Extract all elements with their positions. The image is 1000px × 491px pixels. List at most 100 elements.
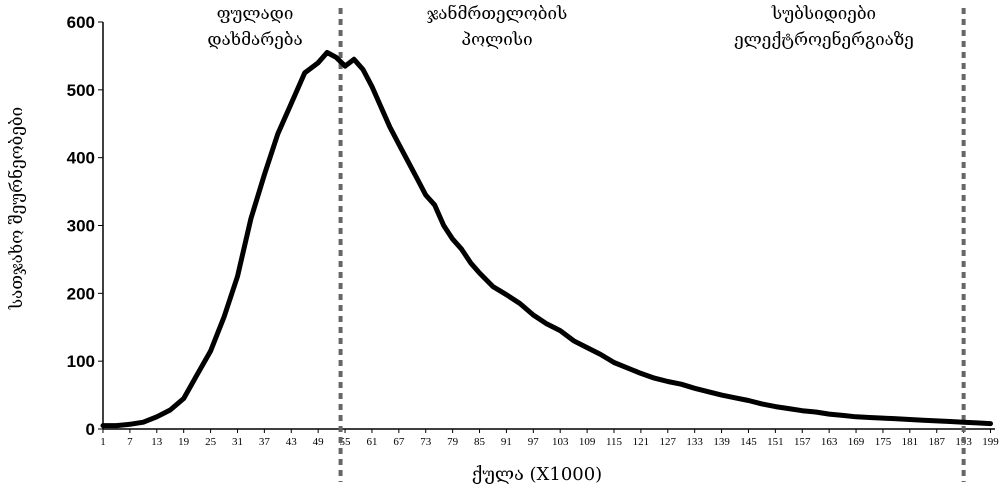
data-point: [127, 422, 132, 427]
data-point: [733, 395, 737, 400]
annotation-label: ჯანმრთელობის: [427, 4, 568, 24]
data-point: [141, 420, 146, 425]
x-tick-label: 61: [366, 436, 377, 448]
annotation-label: ფულადი: [217, 4, 294, 24]
data-point: [396, 142, 401, 147]
x-tick-label: 109: [579, 436, 596, 448]
x-tick-label: 49: [313, 436, 325, 448]
annotation-label: დახმარება: [207, 30, 302, 50]
data-point: [378, 104, 383, 109]
data-point: [352, 57, 356, 62]
x-tick-label: 175: [875, 436, 892, 448]
data-point: [880, 416, 885, 421]
data-point: [517, 301, 522, 306]
data-point: [154, 414, 159, 419]
data-point: [854, 414, 858, 419]
data-point: [759, 401, 764, 406]
data-point: [387, 125, 392, 130]
data-point: [432, 203, 437, 208]
y-axis: 0 100 200 300 400 500 600: [67, 13, 104, 439]
y-tick-label: 400: [67, 149, 95, 168]
data-point: [168, 408, 173, 412]
data-point: [706, 389, 711, 394]
data-point: [441, 223, 446, 228]
data-point: [921, 418, 926, 423]
x-tick-label: 127: [660, 436, 677, 448]
data-point: [468, 260, 473, 265]
annotation-label: სუბსიდიები: [771, 4, 876, 24]
data-point: [369, 84, 374, 89]
x-tick-label: 121: [633, 436, 650, 448]
data-point: [302, 70, 307, 75]
x-tick-label: 43: [286, 436, 298, 448]
x-tick-label: 187: [928, 436, 945, 448]
x-tick-label: 13: [151, 436, 163, 448]
x-tick-label: 7: [127, 436, 133, 448]
x-tick-label: 151: [767, 436, 784, 448]
data-point: [813, 410, 818, 414]
data-point: [208, 349, 213, 353]
data-point: [544, 321, 549, 326]
data-point: [867, 415, 872, 420]
x-tick-label: 157: [794, 436, 811, 448]
x-tick-label: 199: [982, 436, 999, 448]
data-point: [248, 216, 253, 221]
y-tick-label: 0: [86, 420, 95, 439]
data-point: [459, 247, 464, 252]
data-point: [316, 60, 321, 65]
data-point: [719, 393, 724, 398]
x-tick-label: 103: [552, 436, 569, 448]
data-point: [692, 386, 697, 391]
y-tick-label: 500: [67, 81, 95, 100]
data-point: [558, 328, 563, 333]
x-tick-label: 181: [902, 436, 919, 448]
x-tick-label: 97: [528, 436, 540, 448]
series-group: [100, 50, 993, 429]
data-point: [625, 365, 630, 370]
x-tick-label: 19: [178, 436, 190, 448]
x-tick-label: 25: [205, 436, 217, 448]
data-point: [948, 419, 953, 424]
data-point: [325, 50, 330, 55]
data-point: [101, 423, 105, 428]
data-point: [800, 408, 805, 413]
data-point: [988, 421, 993, 426]
x-tick-label: 79: [447, 436, 459, 448]
data-point: [262, 172, 267, 177]
data-point: [414, 176, 419, 180]
x-tick-label: 133: [686, 436, 703, 448]
series-line: [100, 50, 993, 429]
data-point: [181, 396, 186, 401]
data-point: [907, 417, 912, 422]
x-tick-label: 145: [740, 436, 757, 448]
data-point: [894, 416, 899, 421]
x-tick-label: 1: [100, 436, 106, 448]
annotation-label: პოლისი: [461, 30, 532, 50]
y-tick-label: 100: [67, 352, 95, 371]
x-tick-label: 37: [259, 436, 271, 448]
data-point: [652, 376, 657, 381]
annotation-label: ელექტროენერგიაზე: [734, 30, 914, 50]
x-tick-label: 73: [420, 436, 432, 448]
data-point: [405, 159, 410, 164]
data-point: [531, 313, 536, 317]
data-point: [638, 371, 643, 376]
data-point: [114, 423, 119, 428]
data-point: [334, 55, 339, 60]
x-tick-label: 67: [393, 436, 405, 448]
data-point: [975, 420, 980, 425]
data-point: [289, 101, 294, 106]
x-tick-label: 31: [232, 436, 243, 448]
y-tick-label: 600: [67, 13, 95, 32]
data-point: [571, 338, 576, 343]
data-point: [585, 345, 590, 350]
data-point: [423, 193, 428, 197]
data-point: [598, 352, 603, 357]
data-point: [491, 284, 495, 289]
data-point: [612, 360, 616, 365]
x-axis: 1 7 13 19 25 31 37 43 49 55 61 67 73 79 85 91 97 103 109 11…: [100, 428, 999, 448]
x-tick-label: 55: [340, 436, 352, 448]
x-tick-label: 115: [606, 436, 623, 448]
data-point: [361, 67, 365, 72]
